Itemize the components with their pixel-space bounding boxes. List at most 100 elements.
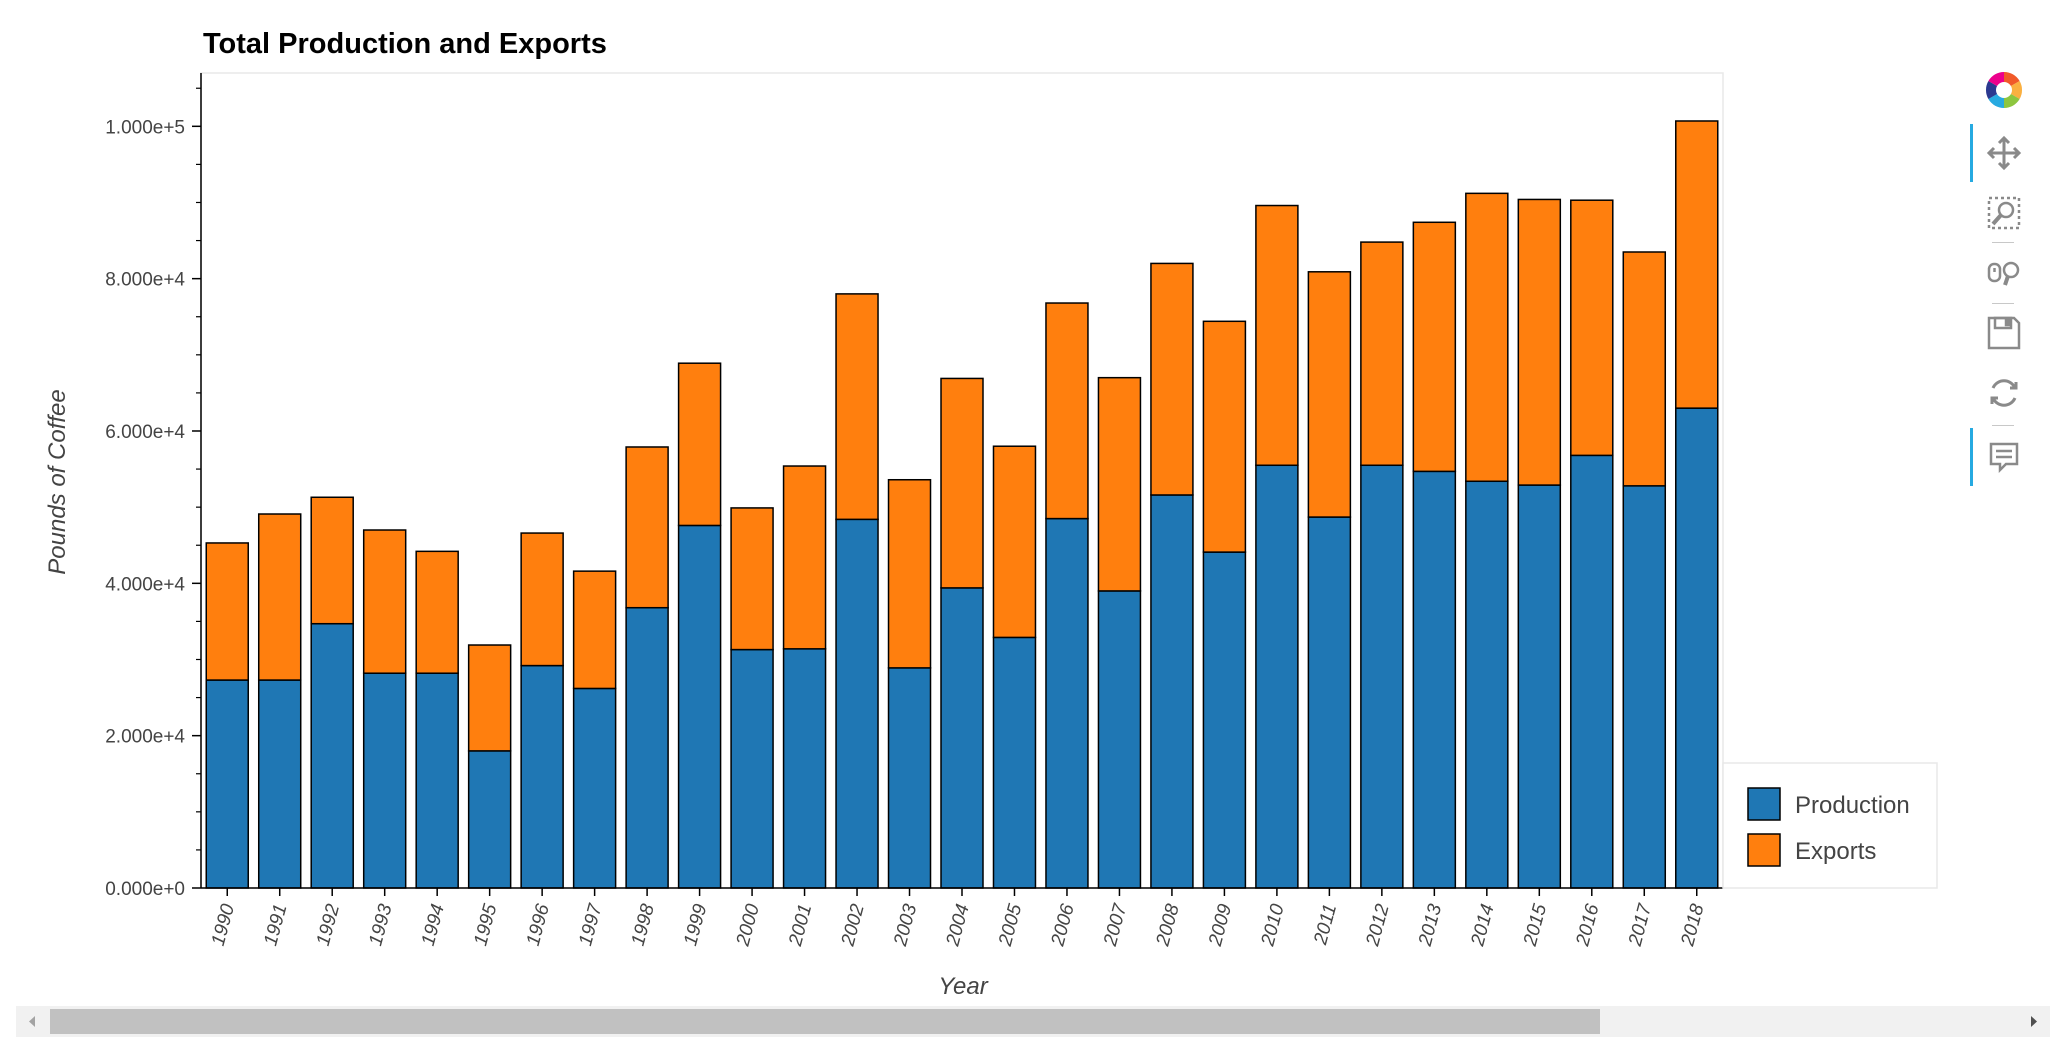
bar-production-2010[interactable]	[1255, 464, 1299, 889]
bar-exports-1990[interactable]	[205, 542, 249, 681]
bar-exports-2011[interactable]	[1307, 271, 1352, 518]
bar-exports-2010[interactable]	[1255, 204, 1299, 467]
box-zoom-icon[interactable]	[1984, 193, 2024, 233]
reset-icon[interactable]	[1984, 373, 2024, 413]
bar-production-2016[interactable]	[1570, 454, 1614, 889]
bar-exports-1994[interactable]	[415, 550, 459, 674]
hover-active-indicator	[1970, 428, 1973, 486]
bar-production-1996[interactable]	[520, 664, 564, 889]
y-tick-label: 4.000e+4	[105, 574, 185, 595]
bar-exports-2003[interactable]	[887, 478, 932, 669]
x-tick-label: 1996	[523, 901, 554, 948]
bar-exports-2007[interactable]	[1097, 376, 1142, 592]
bar-production-2002[interactable]	[835, 518, 879, 889]
x-tick-label: 1998	[628, 901, 659, 948]
bar-production-1998[interactable]	[625, 606, 669, 889]
toolbar-separator	[1992, 425, 2014, 426]
x-tick-label: 1995	[470, 901, 501, 948]
bar-exports-2013[interactable]	[1412, 221, 1457, 473]
bar-exports-1997[interactable]	[572, 570, 617, 690]
bar-production-2012[interactable]	[1360, 464, 1404, 889]
legend: Production Exports	[1722, 762, 1938, 889]
bar-exports-2008[interactable]	[1150, 262, 1194, 496]
bar-production-2014[interactable]	[1465, 480, 1509, 889]
chart: Total Production and Exports 0.000e+0 2.0…	[44, 28, 1938, 1000]
left-arrow-icon[interactable]	[16, 1006, 48, 1037]
bar-exports-2012[interactable]	[1360, 241, 1404, 467]
bar-exports-1998[interactable]	[625, 446, 669, 609]
bar-production-1992[interactable]	[310, 622, 354, 889]
bar-production-2011[interactable]	[1307, 516, 1352, 889]
x-axis: 1990 1991 1992 1993 1994 1995 1996 1997 1998 1999…	[208, 888, 1709, 949]
bar-exports-2005[interactable]	[992, 445, 1037, 639]
x-tick-label: 2010	[1257, 901, 1289, 949]
x-tick-label: 1999	[680, 901, 711, 948]
bar-exports-1992[interactable]	[310, 496, 354, 625]
bar-exports-2014[interactable]	[1465, 192, 1509, 483]
bar-production-1993[interactable]	[362, 672, 407, 889]
legend-swatch-exports	[1747, 833, 1781, 867]
bar-exports-2001[interactable]	[782, 465, 827, 650]
save-icon[interactable]	[1984, 313, 2024, 353]
bar-production-1991[interactable]	[257, 679, 302, 889]
x-tick-label: 1992	[313, 901, 344, 948]
bar-exports-2009[interactable]	[1202, 320, 1247, 553]
bar-exports-2002[interactable]	[835, 293, 879, 521]
x-tick-label: 2006	[1047, 901, 1079, 949]
pan-active-indicator	[1970, 124, 1973, 182]
bar-production-2008[interactable]	[1150, 494, 1194, 889]
legend-label-production: Production	[1795, 792, 1910, 819]
bar-production-1999[interactable]	[677, 524, 722, 889]
bar-exports-1993[interactable]	[362, 529, 407, 674]
x-axis-label: Year	[938, 973, 988, 1000]
bar-production-1990[interactable]	[205, 679, 249, 889]
x-tick-label: 2016	[1572, 901, 1604, 949]
bar-exports-1999[interactable]	[677, 362, 722, 527]
y-axis: 0.000e+0 2.000e+4 4.000e+4 6.000e+4 8.000e+4…	[105, 87, 201, 900]
bar-exports-2017[interactable]	[1622, 251, 1667, 487]
bar-exports-2004[interactable]	[940, 377, 984, 589]
bar-exports-2015[interactable]	[1517, 198, 1562, 486]
wheel-zoom-icon[interactable]	[1984, 253, 2024, 293]
bar-production-2018[interactable]	[1675, 407, 1719, 889]
x-tick-label: 2015	[1520, 901, 1552, 949]
x-tick-label: 2013	[1415, 901, 1447, 949]
bar-exports-2006[interactable]	[1045, 302, 1089, 520]
x-tick-label: 2018	[1677, 901, 1709, 949]
bar-exports-1996[interactable]	[520, 532, 564, 667]
bar-production-2009[interactable]	[1202, 551, 1247, 889]
y-tick-label: 1.000e+5	[105, 117, 185, 138]
right-arrow-icon[interactable]	[2018, 1006, 2050, 1037]
bar-production-1995[interactable]	[467, 750, 512, 889]
hover-icon[interactable]	[1984, 437, 2024, 477]
bokeh-logo-icon[interactable]	[1984, 70, 2024, 110]
bar-exports-2018[interactable]	[1675, 120, 1719, 409]
bar-production-2005[interactable]	[992, 636, 1037, 889]
bar-exports-2000[interactable]	[730, 507, 774, 651]
x-tick-label: 1994	[418, 902, 449, 948]
scrollbar-thumb[interactable]	[50, 1009, 1600, 1034]
bar-production-2015[interactable]	[1517, 484, 1562, 889]
pan-icon[interactable]	[1984, 133, 2024, 173]
bar-production-2004[interactable]	[940, 587, 984, 889]
horizontal-scrollbar[interactable]	[16, 1006, 2050, 1037]
bar-production-2013[interactable]	[1412, 470, 1457, 889]
bar-exports-1991[interactable]	[257, 513, 302, 681]
x-tick-label: 2009	[1205, 901, 1237, 949]
bar-production-2000[interactable]	[730, 648, 774, 889]
bar-production-2017[interactable]	[1622, 485, 1667, 889]
bar-production-2006[interactable]	[1045, 517, 1089, 889]
x-tick-label: 2004	[942, 902, 973, 949]
x-tick-label: 1997	[575, 900, 607, 948]
y-tick-label: 8.000e+4	[105, 270, 185, 291]
bar-exports-2016[interactable]	[1570, 199, 1614, 457]
x-tick-label: 1993	[365, 901, 396, 948]
bar-production-1994[interactable]	[415, 672, 459, 889]
y-tick-label: 0.000e+0	[105, 879, 185, 900]
bar-production-2001[interactable]	[782, 648, 827, 889]
bar-production-1997[interactable]	[572, 687, 617, 889]
bar-exports-1995[interactable]	[467, 644, 512, 752]
x-tick-label: 2007	[1100, 900, 1132, 949]
bar-production-2003[interactable]	[887, 667, 932, 889]
bar-production-2007[interactable]	[1097, 590, 1142, 889]
